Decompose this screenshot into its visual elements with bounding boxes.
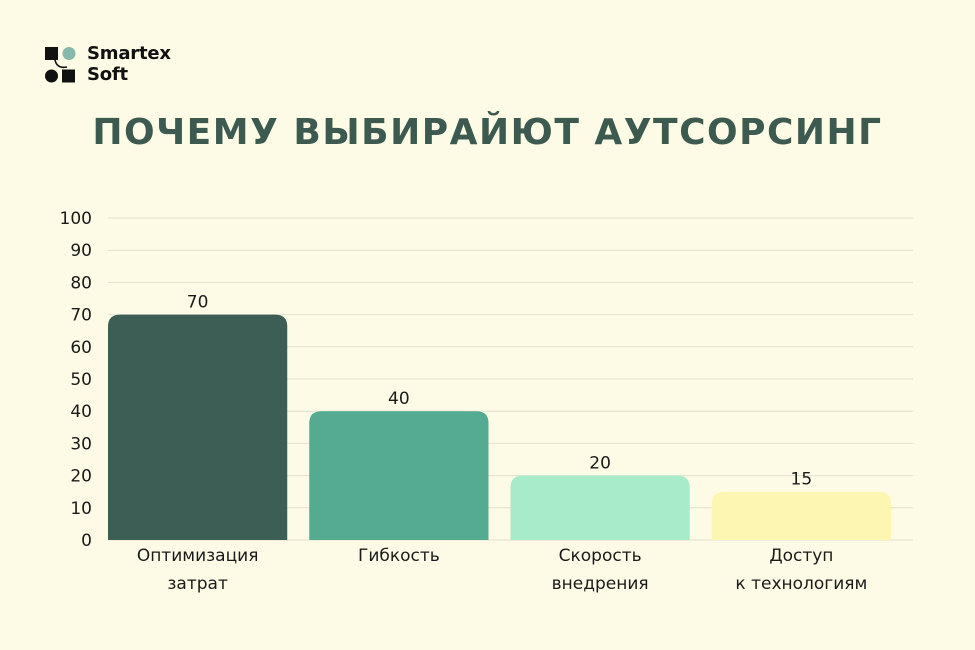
x-category-label-line: к технологиям [735, 574, 868, 594]
bar-value-label: 70 [187, 293, 209, 313]
y-tick-label: 30 [70, 434, 92, 454]
x-category-label-line: внедрения [551, 574, 649, 594]
x-category-label: Оптимизация затрат [98, 542, 298, 598]
chart-title: ПОЧЕМУ ВЫБИРАЙЮТ АУТСОРСИНГ [92, 112, 883, 153]
bar [510, 475, 690, 540]
brand-name-line1: Smartex [87, 43, 171, 64]
x-category-label: Скорость внедрения [500, 542, 700, 598]
bar-value-label: 20 [589, 454, 611, 474]
x-category-label-line: Оптимизация [136, 546, 259, 566]
bar-value-label: 40 [388, 389, 410, 409]
bar [711, 491, 891, 540]
x-category-label-line: Скорость [558, 546, 642, 566]
logo-mark-icon [45, 47, 76, 83]
y-tick-label: 40 [70, 402, 92, 422]
bar [108, 314, 288, 540]
x-category-label: Доступ к технологиям [701, 542, 901, 598]
x-category-label: Гибкость [299, 542, 499, 570]
y-tick-label: 50 [70, 370, 92, 390]
brand-name: Smartex Soft [87, 43, 171, 85]
bar-value-label: 15 [791, 470, 813, 490]
brand-name-line2: Soft [87, 64, 128, 85]
y-tick-label: 70 [70, 306, 92, 326]
y-tick-label: 100 [60, 209, 92, 229]
x-category-label-line: Доступ [769, 546, 834, 566]
y-tick-label: 90 [70, 241, 92, 261]
x-category-label-line: Гибкость [357, 546, 440, 566]
brand-logo: Smartex Soft [45, 43, 171, 85]
x-category-label-line: затрат [167, 574, 228, 594]
y-tick-label: 80 [70, 273, 92, 293]
bar [309, 411, 489, 540]
y-tick-label: 0 [81, 531, 92, 551]
y-tick-label: 60 [70, 338, 92, 358]
y-tick-label: 20 [70, 467, 92, 487]
y-tick-label: 10 [70, 499, 92, 519]
